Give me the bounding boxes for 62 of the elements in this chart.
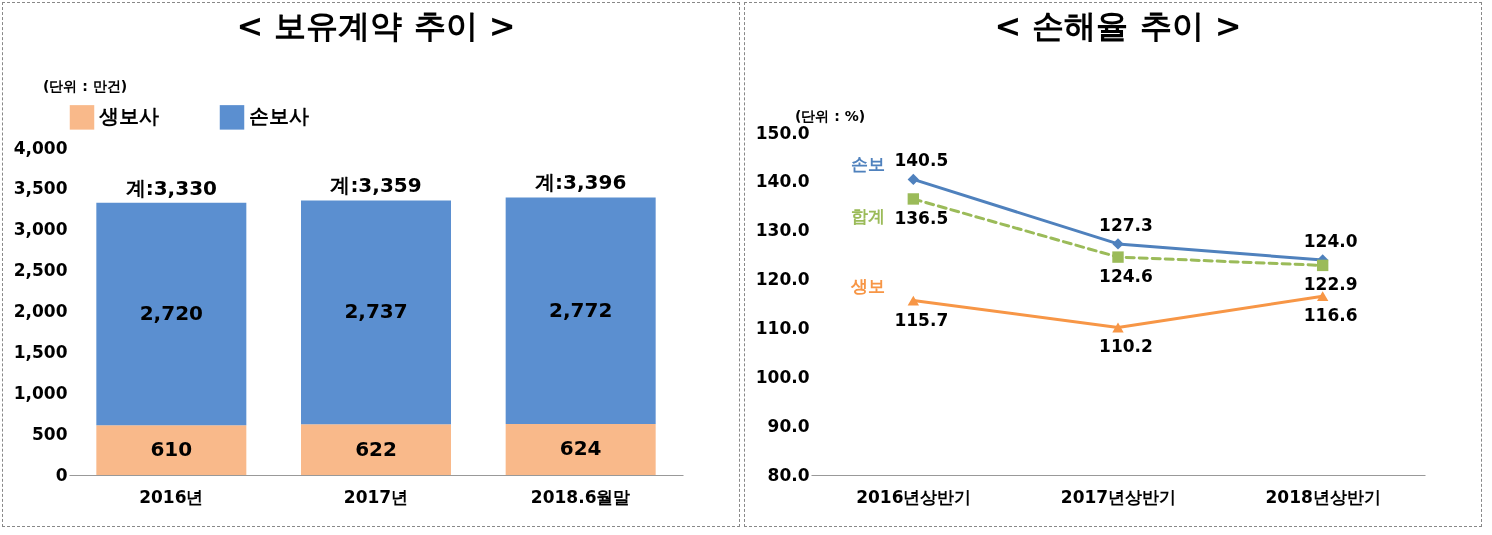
data-label: 116.6: [1303, 305, 1358, 326]
data-label: 2,720: [139, 300, 203, 325]
chart-title: < 보유계약 추이 >: [236, 7, 516, 45]
y-tick-label: 500: [32, 423, 68, 444]
series-label: 합계: [851, 205, 886, 226]
bar: [96, 202, 247, 426]
data-label: 610: [150, 437, 193, 462]
data-label: 110.2: [1099, 336, 1153, 357]
bar: [301, 200, 451, 425]
data-label: 622: [355, 436, 397, 461]
y-tick-label: 100.0: [755, 366, 810, 387]
y-tick-label: 90.0: [767, 415, 810, 436]
y-tick-label: 3,500: [13, 178, 68, 199]
y-tick-label: 0: [55, 464, 68, 485]
x-tick-label: 2017년: [343, 486, 409, 507]
point: [907, 295, 920, 306]
x-tick-label: 2018년상반기: [1265, 486, 1381, 507]
chart-title: < 손해율 추이 >: [994, 7, 1242, 45]
point: [907, 193, 920, 205]
series-label: 생보: [850, 275, 886, 296]
y-tick-label: 110.0: [755, 317, 810, 338]
point: [907, 173, 920, 186]
data-label: 2,772: [549, 297, 613, 322]
legend-label: 손보사: [249, 104, 309, 129]
point: [1112, 322, 1124, 333]
data-label: 624: [559, 436, 602, 461]
x-tick-label: 2017년상반기: [1060, 486, 1177, 507]
data-label: 140.5: [894, 150, 949, 171]
data-label: 136.5: [894, 207, 949, 228]
data-label: 124.0: [1303, 231, 1358, 252]
series-label: 손보: [851, 154, 886, 175]
y-tick-label: 1,500: [13, 341, 68, 362]
x-tick-label: 2016년: [139, 486, 204, 507]
y-tick-label: 80.0: [767, 464, 810, 485]
bar: [505, 197, 656, 424]
data-label: 127.3: [1099, 214, 1153, 235]
total-label: 계:3,396: [535, 170, 627, 195]
data-label: 124.6: [1099, 266, 1153, 287]
y-tick-label: 2,500: [13, 260, 68, 281]
y-tick-label: 1,000: [13, 382, 68, 403]
total-label: 계:3,359: [330, 173, 422, 198]
point: [1316, 259, 1329, 272]
text: (단위 : 만건): [43, 78, 128, 96]
data-label: 115.7: [894, 309, 949, 330]
data-label: 2,737: [344, 299, 408, 324]
y-tick-label: 120.0: [755, 269, 810, 290]
y-tick-label: 2,000: [13, 301, 68, 321]
y-tick-label: 140.0: [755, 171, 810, 192]
legend-label: 생보사: [98, 104, 159, 129]
x-tick-label: 2018.6월말: [530, 486, 631, 507]
y-tick-label: 3,000: [13, 219, 68, 240]
bar: [96, 425, 247, 475]
x-tick-label: 2016년상반기: [856, 486, 972, 507]
data-label: 122.9: [1303, 274, 1358, 295]
total-label: 계:3,330: [125, 175, 217, 200]
point: [1316, 291, 1329, 302]
bar: [301, 424, 451, 475]
point: [1112, 251, 1124, 263]
point: [1112, 238, 1124, 250]
bar: [505, 423, 656, 475]
y-tick-label: 130.0: [755, 220, 810, 241]
y-tick-label: 4,000: [13, 137, 68, 158]
